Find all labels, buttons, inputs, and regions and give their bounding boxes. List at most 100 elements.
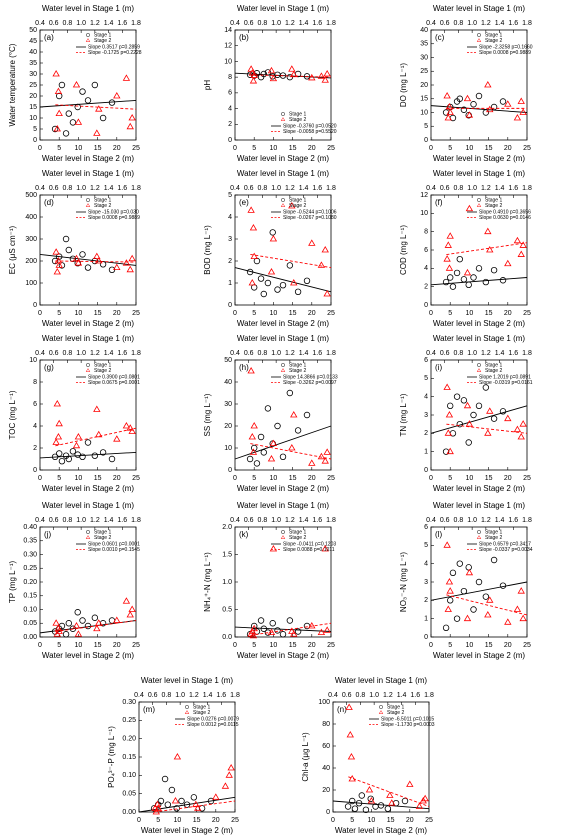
- fit-label: Slope -0.3760 p=0.0520: [283, 123, 337, 129]
- point: [447, 597, 454, 604]
- point: [108, 455, 116, 463]
- x-tick-label: 0: [429, 642, 433, 649]
- x2-tick-label: 1.8: [131, 517, 141, 524]
- legend-marker: [85, 38, 91, 42]
- y-tick-label: 10: [420, 109, 428, 116]
- point: [513, 605, 522, 612]
- point: [349, 797, 356, 805]
- point: [470, 411, 477, 419]
- point: [486, 407, 494, 414]
- legend-marker: [85, 535, 91, 539]
- x-tick-label: 10: [270, 145, 278, 152]
- point: [253, 257, 261, 265]
- x2-tick-label: 1.6: [312, 20, 322, 27]
- point: [74, 630, 83, 637]
- point: [74, 609, 81, 616]
- x-tick-label: 5: [57, 310, 61, 317]
- point: [267, 66, 276, 74]
- x-axis-label: Water level in Stage 2 (m): [433, 319, 526, 328]
- point: [444, 113, 452, 121]
- panel-label: (e): [239, 198, 249, 207]
- point: [113, 616, 121, 623]
- fit-label: Slope 0.6579 p=0.3417: [479, 541, 531, 547]
- point: [294, 427, 302, 434]
- point: [442, 278, 450, 286]
- point: [62, 235, 70, 243]
- x2-tick-label: 1.4: [299, 20, 309, 27]
- x-tick-label: 20: [504, 145, 512, 152]
- x2-axis-label: Water level in Stage 1 (m): [433, 501, 526, 510]
- point: [91, 614, 99, 621]
- point: [294, 288, 302, 295]
- y-tick-label: 45: [29, 38, 37, 45]
- x-tick-label: 5: [448, 475, 452, 482]
- y-axis-label: TP (mg L⁻¹): [8, 561, 17, 604]
- point: [415, 802, 424, 809]
- fit-label: Slope -0.0319 p=0.0161: [479, 380, 533, 386]
- y-tick-label: 200: [25, 258, 37, 265]
- legend-marker: [378, 710, 384, 714]
- point: [279, 282, 287, 289]
- point: [247, 206, 255, 213]
- x2-axis-label: Water level in Stage 1 (m): [42, 4, 135, 13]
- y-tick-label: 100: [318, 699, 330, 706]
- legend-label: Stage 2: [94, 368, 111, 374]
- legend-label: Stage 1: [387, 704, 404, 710]
- legend-marker: [281, 530, 285, 534]
- point: [317, 452, 326, 460]
- x-tick-label: 0: [331, 817, 335, 824]
- x-tick-label: 0: [38, 145, 42, 152]
- panel-label: (m): [143, 705, 155, 714]
- y-tick-label: 6: [424, 247, 428, 254]
- point: [308, 239, 316, 246]
- point: [446, 447, 454, 455]
- point: [303, 277, 311, 284]
- x-axis-label: Water level in Stage 2 (m): [42, 319, 135, 328]
- point: [93, 252, 101, 259]
- fit-line: [430, 277, 528, 286]
- point: [122, 259, 131, 266]
- x2-axis-label: Water level in Stage 1 (m): [433, 169, 526, 178]
- point: [465, 204, 474, 212]
- panel-label: (j): [44, 530, 51, 539]
- x-axis-label: Water level in Stage 2 (m): [42, 651, 135, 660]
- point: [303, 411, 311, 419]
- point: [442, 109, 450, 116]
- point: [475, 402, 483, 410]
- fit-label: Slope -1.1730 p=0.0003: [381, 722, 435, 728]
- x2-tick-label: 1.0: [467, 350, 477, 357]
- point: [74, 432, 83, 440]
- x-tick-label: 5: [57, 642, 61, 649]
- fit-line: [138, 796, 236, 813]
- x2-axis-label: Water level in Stage 1 (m): [433, 334, 526, 343]
- point: [517, 587, 525, 594]
- fit-line: [55, 260, 137, 263]
- point: [465, 111, 474, 118]
- y-tick-label: 0.15: [23, 593, 37, 600]
- panel: 0 5 10 15 20 25 0.4 0.6 0.8 1.0 1.2 1.4 1.6 1.8 0 2 4 6 8 1…: [399, 169, 532, 328]
- y-tick-label: 0: [424, 467, 428, 474]
- x-axis-label: Water level in Stage 2 (m): [433, 651, 526, 660]
- x2-tick-label: 1.4: [495, 350, 505, 357]
- legend-label: Stage 1: [485, 197, 502, 203]
- point: [128, 427, 136, 434]
- fit-line: [348, 776, 430, 807]
- point: [122, 421, 131, 429]
- y-tick-label: 3: [424, 412, 428, 419]
- y-tick-label: 3: [424, 579, 428, 586]
- y-axis-label: BOD (mg L⁻¹): [203, 225, 212, 275]
- point: [362, 806, 370, 813]
- y-tick-label: 15: [420, 96, 428, 103]
- x-tick-label: 0: [429, 475, 433, 482]
- legend-label: Stage 1: [94, 197, 111, 203]
- point: [227, 763, 235, 771]
- fit-label: Slope -0.1725 p=0.2228: [88, 50, 142, 56]
- point: [246, 455, 254, 463]
- y-tick-label: 1.5: [222, 551, 232, 558]
- x2-tick-label: 1.6: [508, 20, 518, 27]
- legend-marker: [281, 363, 285, 367]
- fit-label: Slope -0.5244 p=0.1006: [283, 209, 337, 215]
- fit-line: [430, 581, 528, 601]
- point: [99, 114, 107, 122]
- x-tick-label: 25: [231, 817, 239, 824]
